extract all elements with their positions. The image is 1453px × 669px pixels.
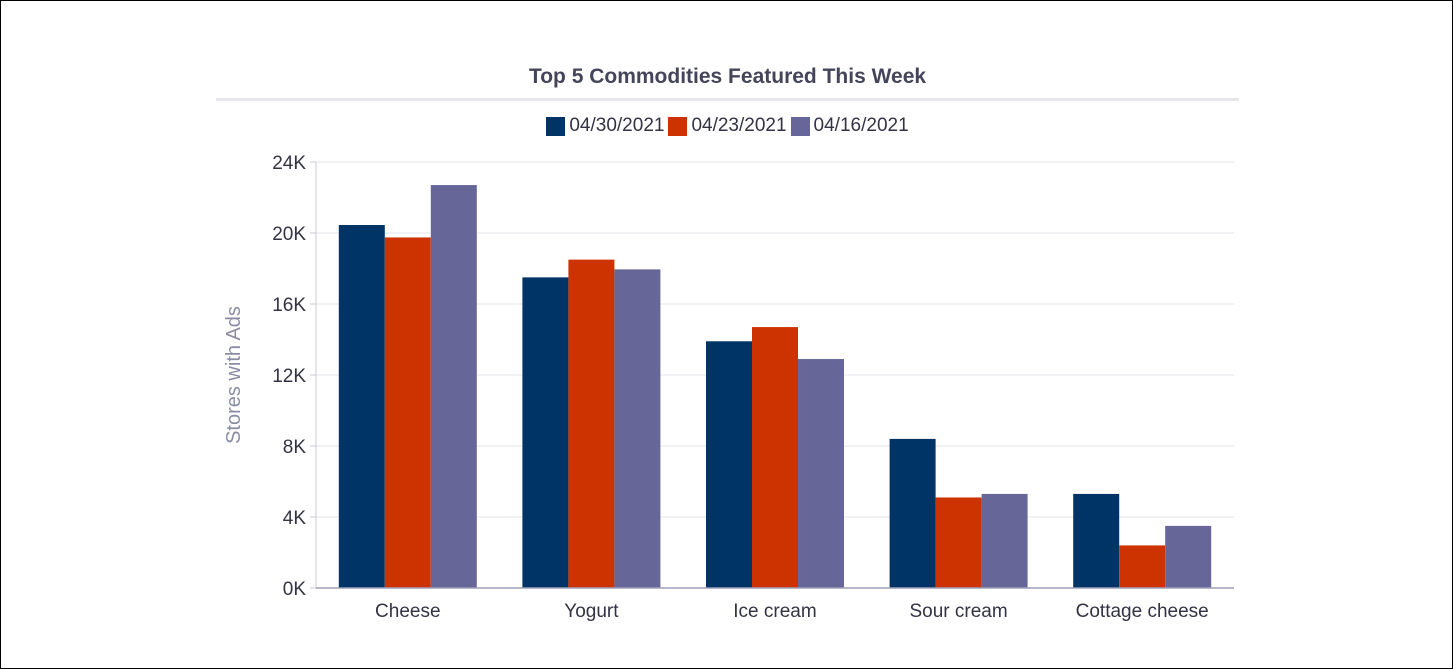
bar-1-cheese bbox=[338, 225, 385, 588]
y-tick-label: 20K bbox=[272, 224, 306, 245]
legend-item-series-3[interactable]: 04/16/2021 bbox=[790, 115, 909, 137]
y-tick-label: 24K bbox=[272, 153, 306, 174]
legend-swatch-series-1 bbox=[546, 116, 566, 136]
legend-item-series-2[interactable]: 04/23/2021 bbox=[668, 115, 787, 137]
bar-3-sour-cream bbox=[981, 493, 1028, 588]
bar-2-ice-cream bbox=[752, 327, 798, 588]
bar-3-cheese bbox=[430, 185, 477, 588]
bar-1-cottage-cheese bbox=[1073, 493, 1120, 588]
legend-label-series-2: 04/23/2021 bbox=[691, 115, 787, 136]
bar-3-yogurt bbox=[614, 269, 661, 588]
bar-1-sour-cream bbox=[889, 438, 936, 588]
bar-2-cottage-cheese bbox=[1119, 545, 1166, 588]
y-tick-label: 8K bbox=[283, 437, 307, 458]
bar-1-yogurt bbox=[522, 277, 569, 588]
x-tick-label: Cheese bbox=[375, 601, 441, 622]
legend-label-series-3: 04/16/2021 bbox=[813, 115, 909, 136]
x-tick-label: Ice cream bbox=[733, 601, 816, 622]
x-tick-label: Cottage cheese bbox=[1076, 601, 1209, 622]
legend-swatch-series-2 bbox=[668, 116, 688, 136]
y-tick-label: 12K bbox=[272, 366, 306, 387]
y-axis-title: Stores with Ads bbox=[223, 306, 245, 444]
chart-legend: 04/30/2021 04/23/2021 04/16/2021 bbox=[1, 115, 1453, 137]
bar-3-cottage-cheese bbox=[1165, 525, 1212, 588]
x-tick-label: Sour cream bbox=[909, 601, 1007, 622]
bar-2-sour-cream bbox=[935, 497, 982, 588]
chart-title: Top 5 Commodities Featured This Week bbox=[528, 65, 927, 88]
x-tick-label: Yogurt bbox=[564, 601, 619, 622]
legend-item-series-1[interactable]: 04/30/2021 bbox=[546, 115, 664, 137]
y-tick-label: 4K bbox=[283, 508, 307, 529]
legend-label-series-1: 04/30/2021 bbox=[569, 115, 665, 136]
title-divider bbox=[216, 98, 1239, 101]
legend-swatch-series-3 bbox=[790, 116, 810, 136]
y-tick-label: 16K bbox=[272, 295, 306, 316]
bar-2-cheese bbox=[384, 237, 431, 588]
bar-3-ice-cream bbox=[798, 359, 844, 588]
bar-2-yogurt bbox=[568, 259, 615, 588]
y-tick-label: 0K bbox=[283, 579, 307, 600]
bar-1-ice-cream bbox=[706, 341, 752, 588]
